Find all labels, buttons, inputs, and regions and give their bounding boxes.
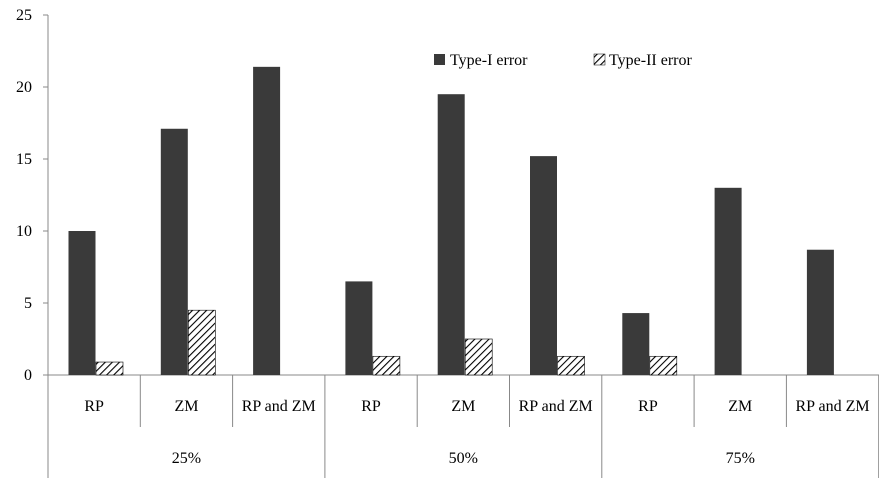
category-label: RP and ZM: [796, 398, 870, 415]
bar-type-i: [622, 313, 650, 375]
bar-type-i: [160, 128, 188, 375]
legend-swatch-type-ii: [593, 53, 606, 66]
bar-type-i: [806, 249, 834, 375]
legend: Type-I error Type-II error: [434, 52, 693, 69]
bar-type-ii: [95, 361, 124, 376]
legend-label-type-i: Type-I error: [450, 52, 528, 69]
category-label: RP: [84, 398, 104, 415]
bar-type-ii: [372, 355, 401, 376]
y-tick-label: 20: [16, 79, 32, 96]
legend-label-type-ii: Type-II error: [609, 52, 693, 69]
category-label: RP: [638, 398, 658, 415]
bar-type-i: [437, 94, 465, 375]
bar-type-i: [253, 66, 281, 375]
group-label: 75%: [726, 450, 755, 467]
bar-type-i: [714, 187, 742, 375]
bar-type-i: [68, 231, 96, 375]
category-label: RP and ZM: [242, 398, 316, 415]
category-label: RP and ZM: [519, 398, 593, 415]
category-label: ZM: [174, 398, 198, 415]
legend-swatch-type-i: [434, 54, 445, 65]
bar-type-ii: [464, 338, 493, 376]
y-tick-label: 25: [16, 7, 32, 24]
y-axis-ticks: 0 5 10 15 20 25: [16, 7, 48, 384]
bar-type-ii: [188, 309, 216, 376]
category-label: ZM: [451, 398, 475, 415]
bar-type-i: [530, 156, 557, 375]
bar-type-ii: [649, 355, 678, 376]
series-type-ii-error: [95, 309, 678, 376]
category-label: ZM: [728, 398, 752, 415]
group-label: 25%: [172, 450, 201, 467]
y-tick-label: 15: [16, 151, 32, 168]
y-tick-label: 0: [24, 367, 32, 384]
bar-type-i: [345, 281, 373, 375]
series-type-i-error: [68, 66, 834, 375]
group-label: 50%: [449, 450, 478, 467]
category-labels: RP ZM RP and ZM RP ZM RP and ZM RP ZM RP and ZM: [84, 398, 869, 415]
bar-type-ii: [557, 355, 585, 376]
group-labels: 25% 50% 75%: [172, 450, 755, 467]
category-label: RP: [361, 398, 381, 415]
y-tick-label: 10: [16, 223, 32, 240]
y-tick-label: 5: [24, 295, 32, 312]
